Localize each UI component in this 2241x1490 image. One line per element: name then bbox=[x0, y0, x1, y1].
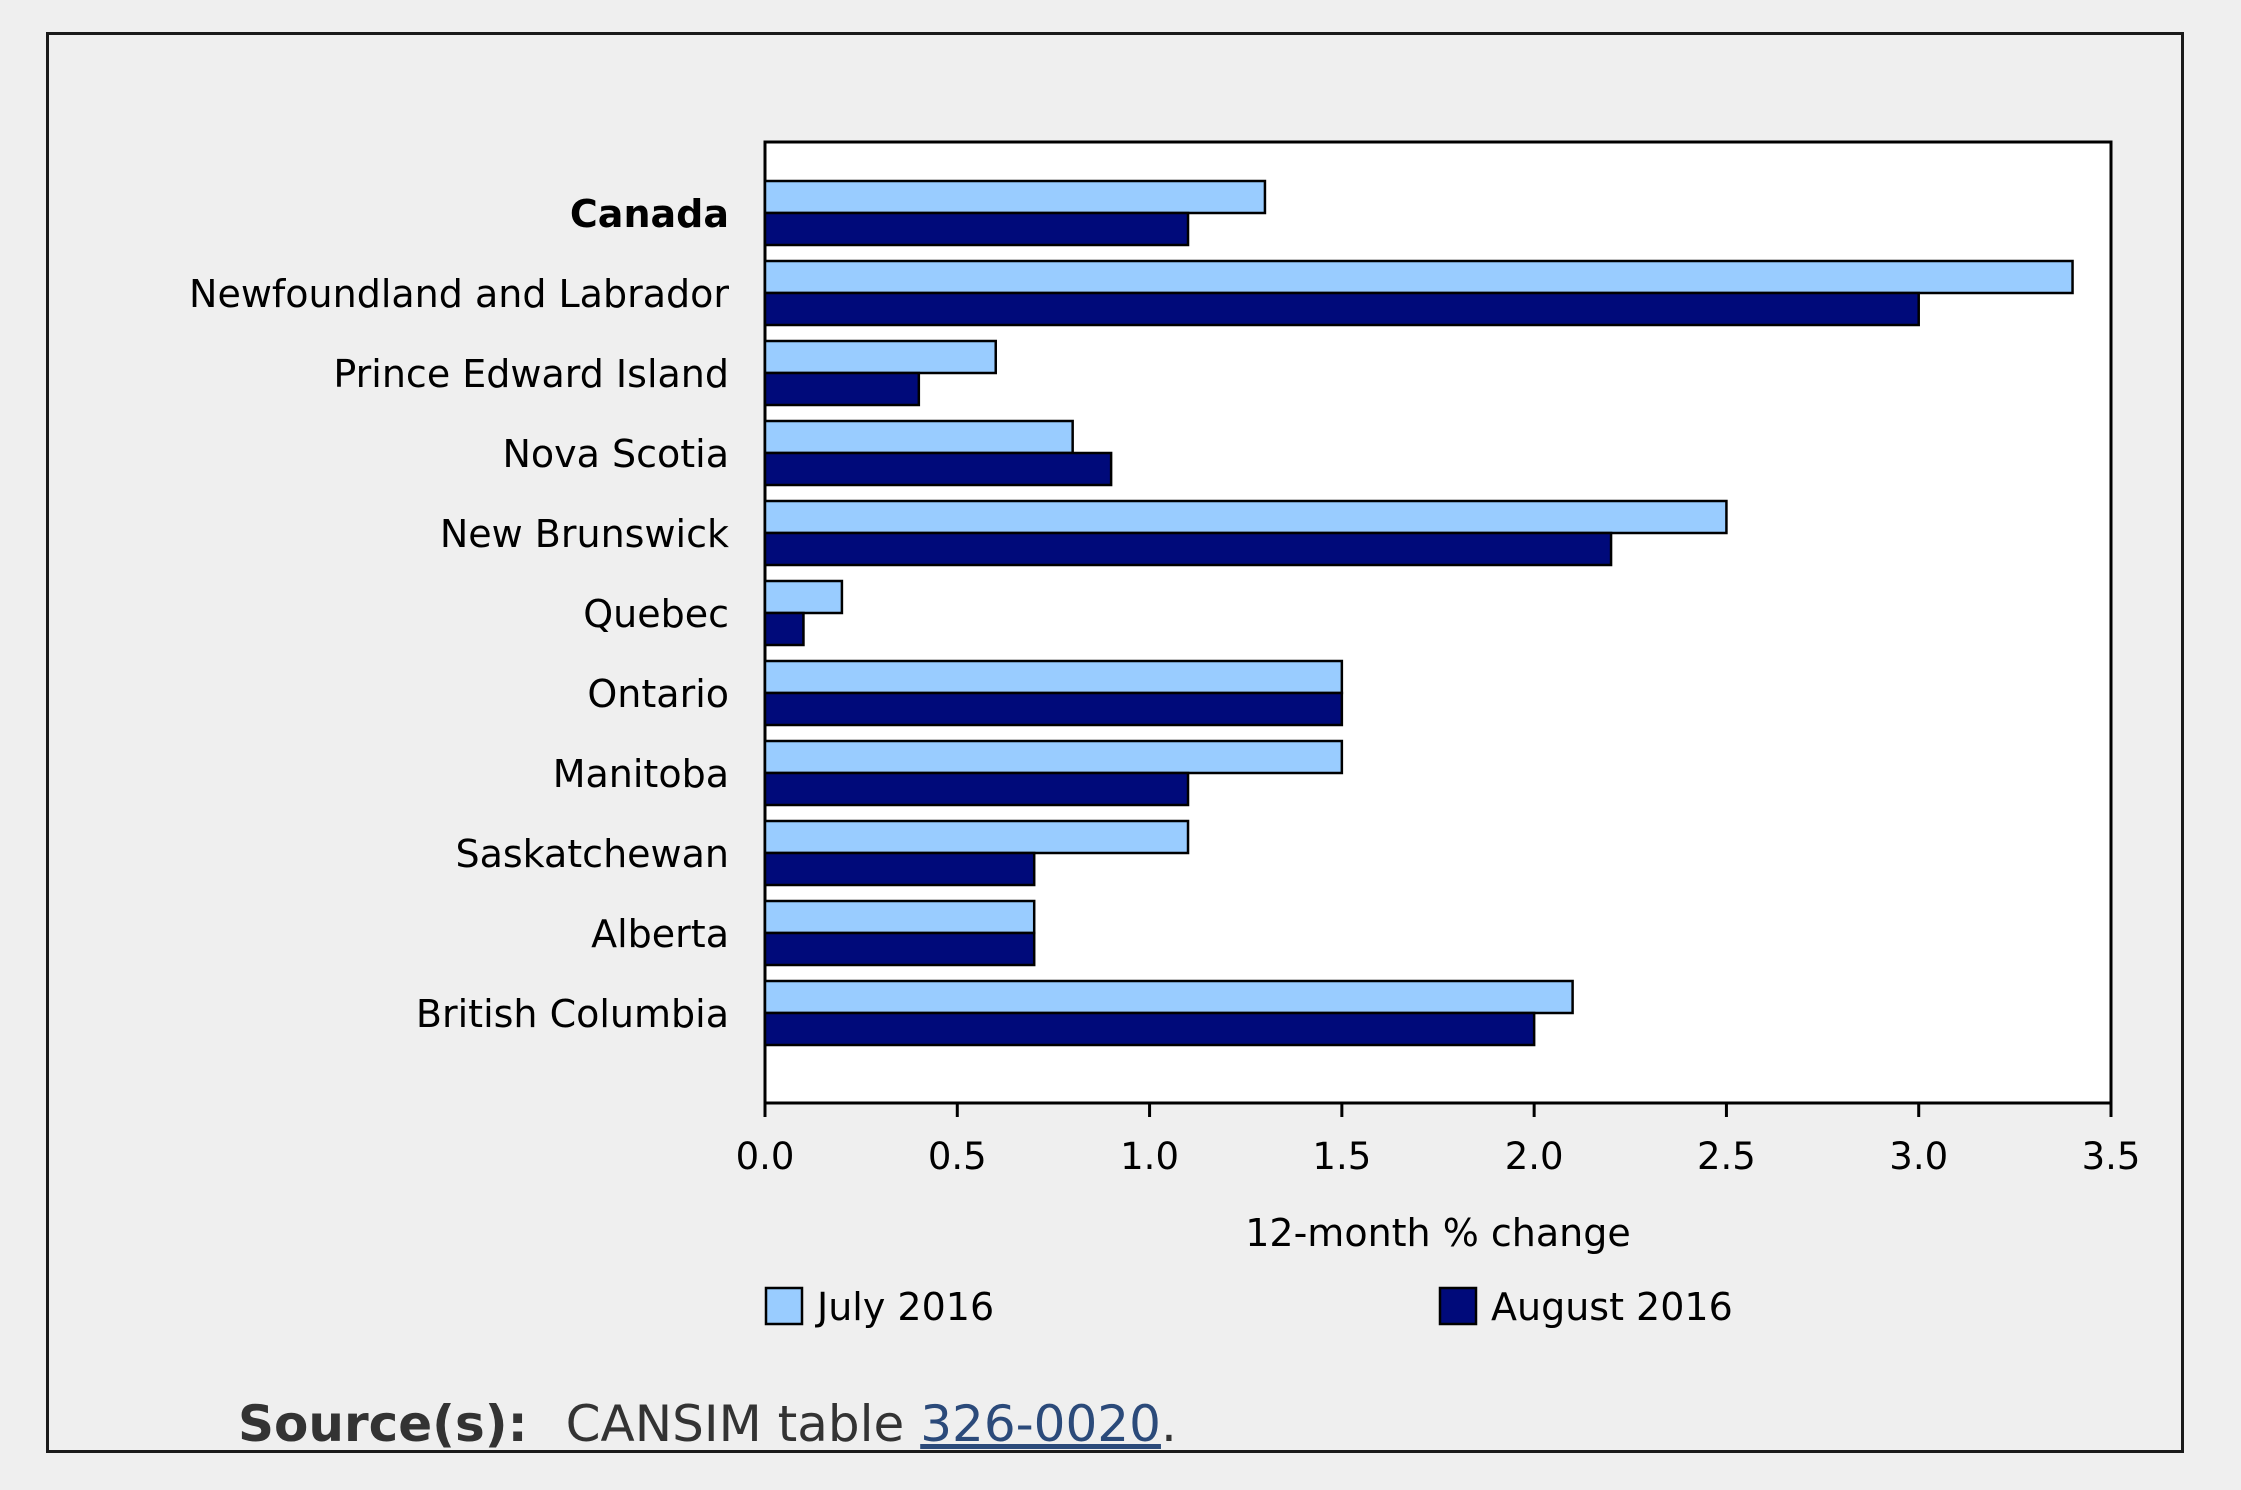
bar-july-0 bbox=[763, 179, 1267, 215]
x-tick-label: 3.0 bbox=[1889, 1135, 1948, 1178]
source-link[interactable]: 326-0020 bbox=[920, 1395, 1161, 1453]
bar-chart: Canada Newfoundland and Labrador Prince Ed… bbox=[189, 140, 2141, 1329]
bar-july-4 bbox=[763, 499, 1728, 535]
category-label: Manitoba bbox=[553, 752, 729, 796]
x-tick-label: 2.0 bbox=[1505, 1135, 1564, 1178]
chart-frame: Canada Newfoundland and Labrador Prince Ed… bbox=[46, 32, 2184, 1453]
source-text: CANSIM table bbox=[565, 1395, 921, 1453]
x-tick-label: 2.5 bbox=[1697, 1135, 1756, 1178]
bar-august-8 bbox=[763, 851, 1036, 887]
category-label: Alberta bbox=[591, 912, 729, 956]
bar-august-1 bbox=[763, 291, 1920, 327]
bar-august-5 bbox=[763, 611, 805, 647]
legend-swatch bbox=[1438, 1286, 1478, 1326]
source-note: Source(s): CANSIM table 326-0020. bbox=[238, 1395, 1177, 1453]
bar-august-7 bbox=[763, 771, 1190, 807]
x-tick-label: 0.5 bbox=[928, 1135, 987, 1178]
category-label: Ontario bbox=[587, 672, 729, 716]
bar-august-2 bbox=[763, 371, 921, 407]
category-label: Saskatchewan bbox=[455, 832, 729, 876]
legend-swatch bbox=[764, 1286, 804, 1326]
category-label: Nova Scotia bbox=[502, 432, 729, 476]
legend-label: July 2016 bbox=[815, 1285, 994, 1329]
bar-august-6 bbox=[763, 691, 1344, 727]
bar-august-0 bbox=[763, 211, 1190, 247]
bar-july-5 bbox=[763, 579, 844, 615]
bar-july-2 bbox=[763, 339, 997, 375]
category-label: Canada bbox=[570, 192, 729, 236]
bar-july-6 bbox=[763, 659, 1344, 695]
source-label: Source(s): bbox=[238, 1395, 528, 1453]
bar-july-10 bbox=[763, 979, 1574, 1015]
bar-july-9 bbox=[763, 899, 1036, 935]
bar-july-1 bbox=[763, 259, 2074, 295]
source-end: . bbox=[1160, 1395, 1177, 1453]
legend-label: August 2016 bbox=[1491, 1285, 1733, 1329]
bar-august-3 bbox=[763, 451, 1113, 487]
x-tick-label: 0.0 bbox=[736, 1135, 795, 1178]
category-label: New Brunswick bbox=[440, 512, 729, 556]
x-tick-label: 1.0 bbox=[1120, 1135, 1179, 1178]
category-label: Newfoundland and Labrador bbox=[189, 272, 729, 316]
category-label: British Columbia bbox=[416, 992, 729, 1036]
bar-august-9 bbox=[763, 931, 1036, 967]
bar-july-7 bbox=[763, 739, 1344, 775]
bar-august-10 bbox=[763, 1011, 1536, 1047]
bar-july-8 bbox=[763, 819, 1190, 855]
bar-august-4 bbox=[763, 531, 1613, 567]
category-label: Prince Edward Island bbox=[333, 352, 729, 396]
x-axis-label: 12-month % change bbox=[1245, 1211, 1631, 1255]
category-label: Quebec bbox=[583, 592, 729, 636]
x-tick-label: 3.5 bbox=[2082, 1135, 2141, 1178]
bar-july-3 bbox=[763, 419, 1074, 455]
x-tick-label: 1.5 bbox=[1312, 1135, 1371, 1178]
